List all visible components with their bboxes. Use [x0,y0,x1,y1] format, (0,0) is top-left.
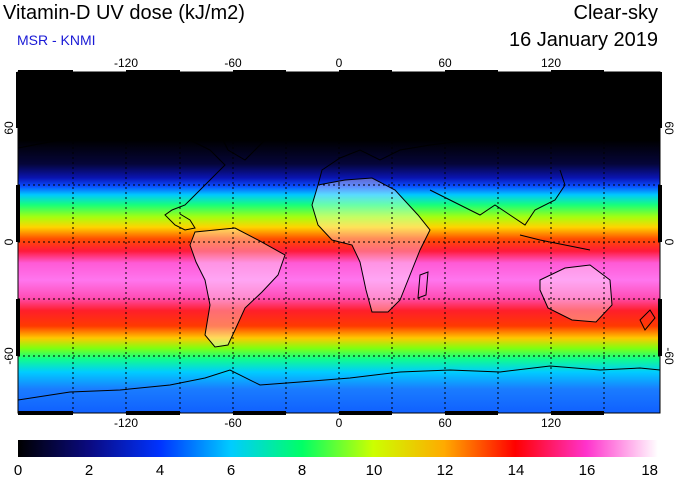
lat-label-right: 60 [662,121,676,135]
colorbar-label: 6 [227,462,235,479]
colorbar-label: 2 [85,462,93,479]
lat-label-right: -60 [662,347,676,365]
colorbar-label: 12 [437,462,454,479]
lon-label-top: -120 [114,56,138,70]
lon-label-top: 120 [541,56,561,70]
colorbar [18,440,658,457]
graticule [18,72,660,413]
colorbar-label: 8 [298,462,306,479]
lon-label-bottom: 60 [438,416,452,430]
lon-label-top: 60 [438,56,452,70]
source-label: MSR - KNMI [17,32,96,48]
lon-label-top: 0 [336,56,343,70]
date-label: 16 January 2019 [508,29,658,51]
sky-condition-label: Clear-sky [573,2,658,24]
colorbar-label: 18 [641,462,658,479]
map-title: Vitamin-D UV dose (kJ/m2) [3,2,245,24]
colorbar-label: 16 [579,462,596,479]
lon-label-top: -60 [224,56,242,70]
lat-label-left: 0 [2,238,16,245]
colorbar-label: 4 [156,462,164,479]
colorbar-label: 14 [508,462,525,479]
lat-label-right: 0 [662,239,676,246]
lon-label-bottom: 0 [336,416,343,430]
lon-label-bottom: -60 [224,416,242,430]
colorbar-label: 0 [14,462,22,479]
lat-label-left: -60 [2,347,16,365]
colorbar-label: 10 [366,462,383,479]
frame-ticks [16,70,662,415]
lat-label-left: 60 [2,121,16,135]
lon-label-bottom: -120 [114,416,138,430]
lon-label-bottom: 120 [541,416,561,430]
